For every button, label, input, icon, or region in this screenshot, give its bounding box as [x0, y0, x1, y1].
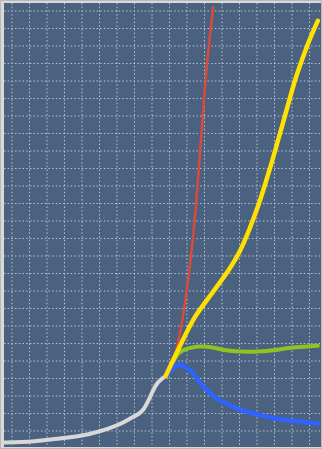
plot-area	[4, 3, 321, 447]
series-line-history	[4, 373, 168, 445]
line-chart	[4, 3, 321, 447]
series-line-yellow	[163, 18, 321, 379]
grid-layer	[4, 3, 321, 447]
series-layer	[4, 6, 321, 445]
series-line-blue	[163, 362, 321, 426]
series-line-green	[163, 343, 320, 378]
plot-background	[4, 3, 321, 447]
